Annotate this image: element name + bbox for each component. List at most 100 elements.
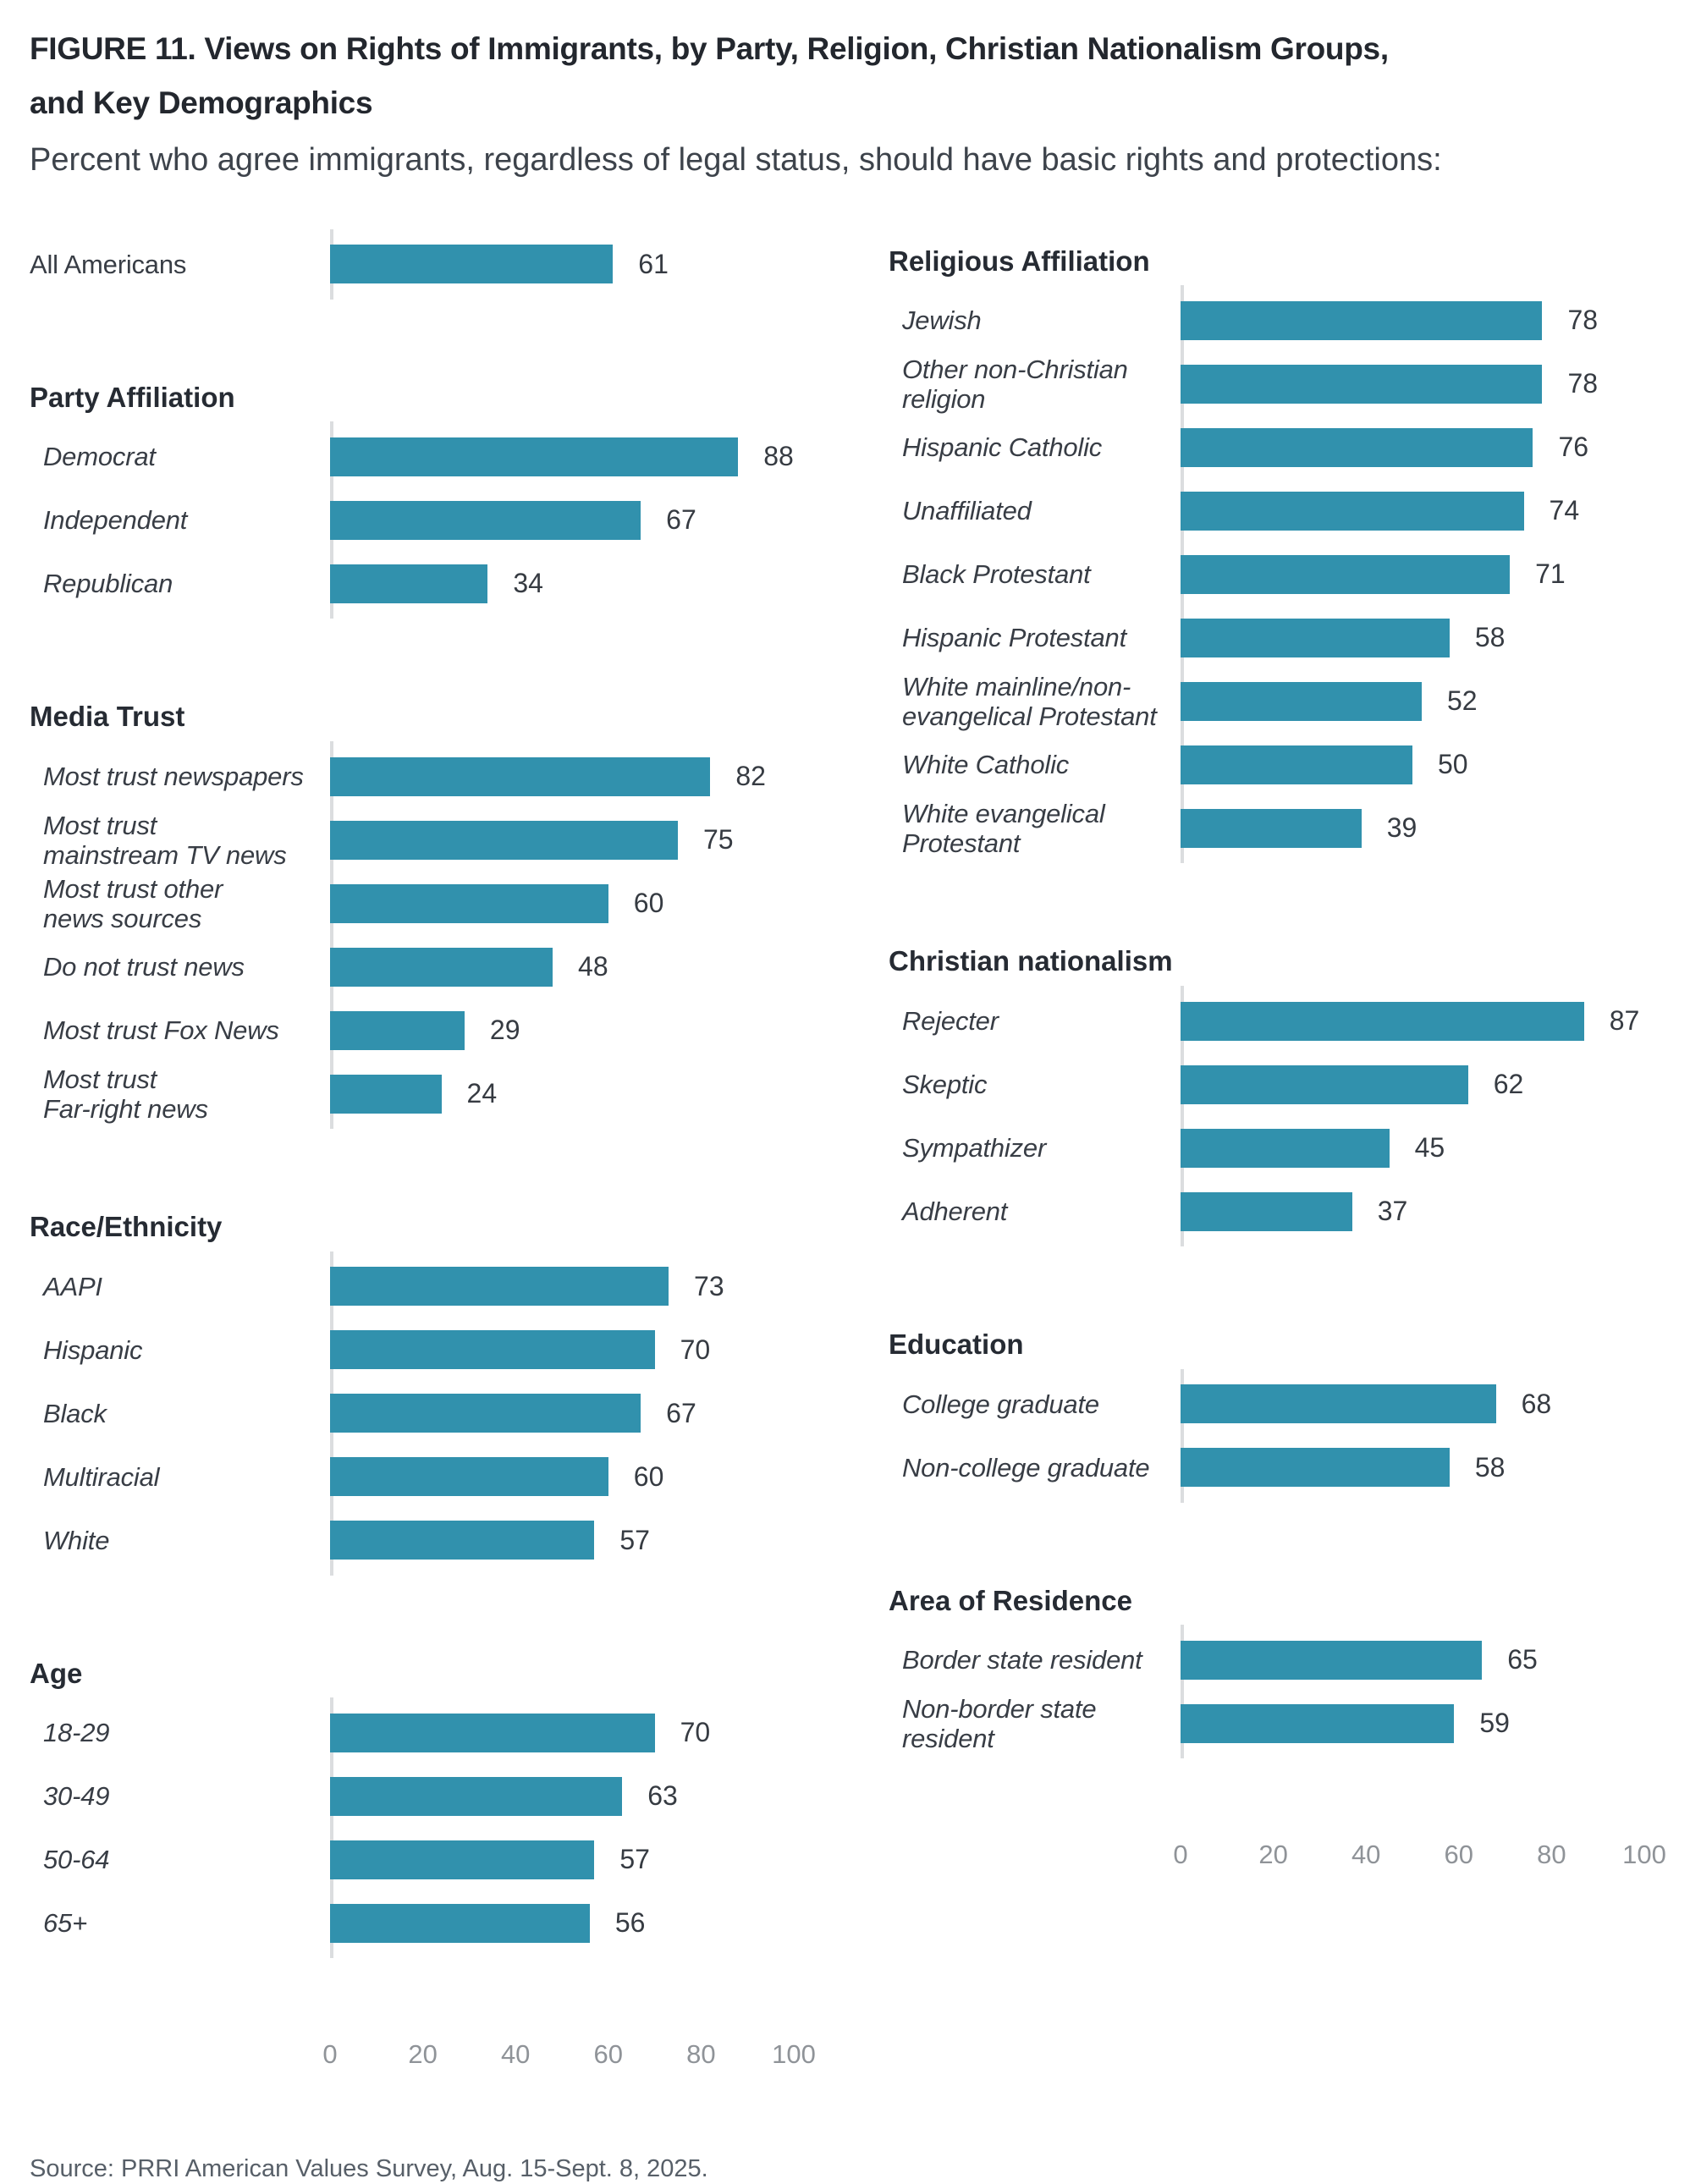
bar-value: 88 <box>763 441 794 472</box>
bar-label: Black <box>43 1398 107 1428</box>
bar-plot: 88 <box>330 425 794 488</box>
bar-value: 87 <box>1609 1005 1640 1037</box>
bar-value: 67 <box>666 504 696 536</box>
bar-value: 59 <box>1479 1708 1510 1739</box>
bar-plot: 70 <box>330 1701 794 1764</box>
bar-value: 57 <box>619 1524 650 1555</box>
bar-row: Sympathizer 45 <box>889 1116 1652 1180</box>
bar-value: 62 <box>1493 1069 1524 1100</box>
bar <box>1181 1064 1468 1104</box>
x-axis-tick: 60 <box>593 2039 624 2070</box>
bar-plot: 73 <box>330 1255 794 1318</box>
section-education: Education College graduate 68 Non-college g… <box>889 1328 1652 1503</box>
y-axis-line <box>330 741 333 1130</box>
bar-plot: 52 <box>1181 669 1644 733</box>
bar <box>330 883 608 923</box>
bar-label: All Americans <box>30 249 187 279</box>
bar-label: Most trust other news sources <box>43 873 223 933</box>
bar <box>1181 491 1524 531</box>
bar-label: Democrat <box>43 442 156 472</box>
x-axis-tick: 80 <box>1537 1840 1566 1870</box>
x-axis-tick: 80 <box>686 2039 716 2070</box>
bar-value: 78 <box>1567 368 1599 399</box>
bar-row: Unaffiliated 74 <box>889 479 1652 542</box>
bar-row: College graduate 68 <box>889 1373 1652 1436</box>
bar-plot: 37 <box>1181 1180 1644 1243</box>
bar-row: Independent 67 <box>30 488 889 552</box>
bar-value: 75 <box>703 824 734 855</box>
bar <box>1181 1384 1496 1424</box>
bar-label: Jewish <box>902 305 982 336</box>
section-party-affiliation: Party Affiliation Democrat 88 Independent 67… <box>30 381 889 619</box>
section-age: Age 18-29 70 30-49 63 50-64 57 65+ 56 <box>30 1657 889 1959</box>
bar-value: 52 <box>1446 685 1478 717</box>
bar <box>330 500 641 540</box>
y-axis-line <box>1181 986 1184 1247</box>
bar <box>1181 1640 1483 1680</box>
section-header: Education <box>889 1329 1024 1361</box>
bar-row: Hispanic 70 <box>30 1318 889 1382</box>
bar-plot: 65 <box>1181 1628 1644 1692</box>
bar <box>330 1267 669 1307</box>
y-axis-line <box>1181 1625 1184 1759</box>
bar <box>1181 554 1511 594</box>
x-axis-tick: 0 <box>1173 1840 1188 1870</box>
bar-value: 29 <box>489 1015 520 1046</box>
bar-label: Most trust mainstream TV news <box>43 810 287 870</box>
bar-group: College graduate 68 Non-college graduate 58 <box>889 1368 1652 1503</box>
section-christian-nationalism: Christian nationalism Rejecter 87 Skeptic 62… <box>889 944 1652 1247</box>
bar-group: 18-29 70 30-49 63 50-64 57 65+ 56 <box>30 1697 889 1959</box>
bar-plot: 57 <box>330 1509 794 1572</box>
bar-row: AAPI 73 <box>30 1255 889 1318</box>
section-header: Race/Ethnicity <box>30 1211 223 1243</box>
bar-row: Multiracial 60 <box>30 1445 889 1509</box>
bar-row: Rejecter 87 <box>889 989 1652 1053</box>
section-race-ethnicity: Race/Ethnicity AAPI 73 Hispanic 70 Black 67 Mul… <box>30 1210 889 1576</box>
bar-plot: 61 <box>330 233 794 296</box>
x-axis-tick: 60 <box>1444 1840 1474 1870</box>
bar-group: Rejecter 87 Skeptic 62 Sympathizer 45 Adherent… <box>889 986 1652 1247</box>
bar-value: 67 <box>666 1397 696 1428</box>
section-header: Area of Residence <box>889 1584 1132 1616</box>
bar <box>1181 745 1412 784</box>
chart-columns: All Americans 61 Party Affiliation Democrat… <box>30 228 1669 2073</box>
bar-group: Border state resident 65 Non-border state … <box>889 1625 1652 1759</box>
bar-value: 48 <box>578 951 608 982</box>
bar-value: 60 <box>633 1461 664 1492</box>
bar-row: Hispanic Catholic 76 <box>889 415 1652 479</box>
bar-plot: 78 <box>1181 352 1644 415</box>
bar-plot: 34 <box>330 552 794 615</box>
bar-row: Most trust newspapers 82 <box>30 745 889 808</box>
bar-row: White mainline/non- evangelical Protesta… <box>889 669 1652 733</box>
bar-value: 39 <box>1386 812 1418 844</box>
bar-row: 30-49 63 <box>30 1764 889 1828</box>
bar-plot: 78 <box>1181 289 1644 352</box>
bar <box>1181 1001 1584 1041</box>
bar-label: Rejecter <box>902 1006 999 1037</box>
bar <box>1181 808 1362 848</box>
x-axis-tick: 40 <box>1351 1840 1381 1870</box>
bar-group: All Americans 61 <box>30 228 889 300</box>
bar-label: 50-64 <box>43 1845 110 1875</box>
bar-value: 45 <box>1414 1132 1445 1164</box>
bar-row: 18-29 70 <box>30 1701 889 1764</box>
bar-label: White <box>43 1525 110 1555</box>
bar-group: Jewish 78 Other non-Christian religion 78 Hi… <box>889 285 1652 864</box>
bar-plot: 67 <box>330 488 794 552</box>
bar <box>1181 681 1422 721</box>
bar-plot: 70 <box>330 1318 794 1382</box>
bar-plot: 57 <box>330 1828 794 1891</box>
bar-label: Hispanic Protestant <box>902 623 1126 653</box>
bar <box>330 1713 655 1752</box>
bar-row: 50-64 57 <box>30 1828 889 1891</box>
bar-plot: 68 <box>1181 1373 1644 1436</box>
bar-plot: 76 <box>1181 415 1644 479</box>
figure-title: FIGURE 11. Views on Rights of Immigrants… <box>30 31 1389 120</box>
bar-value: 34 <box>513 568 543 599</box>
bar-label: Independent <box>43 505 188 536</box>
bar-row: Other non-Christian religion 78 <box>889 352 1652 415</box>
bar <box>1181 427 1533 467</box>
bar-value: 56 <box>614 1907 646 1939</box>
bar-value: 24 <box>466 1078 498 1109</box>
